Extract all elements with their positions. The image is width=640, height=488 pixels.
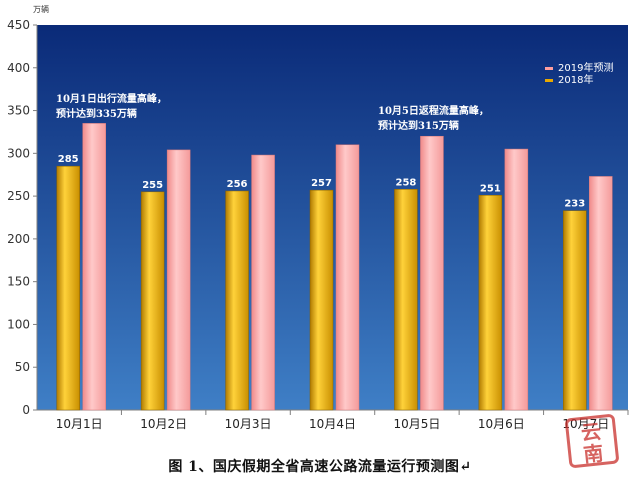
- bars: 285 255 256 257 258 251 233: [56, 123, 613, 411]
- annotations: 10月1日出行流量高峰， 预计达到335万辆 10月5日返程流量高峰， 预计达到315…: [56, 92, 489, 132]
- data-label-2018: 233: [564, 199, 585, 210]
- y-tick-label: 400: [7, 61, 30, 75]
- legend-swatch: [545, 79, 553, 82]
- y-tick-label: 150: [7, 275, 30, 289]
- bar-2018: [56, 165, 80, 411]
- data-label-2018: 258: [395, 177, 416, 188]
- x-tick-label: 10月3日: [225, 417, 272, 431]
- bar-2019-forecast: [589, 176, 613, 411]
- data-label-2018: 257: [311, 178, 332, 189]
- y-tick-label: 100: [7, 317, 30, 331]
- logo-stamp: 云 南: [564, 413, 620, 469]
- data-label-2018: 256: [227, 179, 248, 190]
- bar-2019-forecast: [504, 148, 529, 411]
- annotation-line: 预计达到315万辆: [378, 119, 459, 132]
- annotation-line: 预计达到335万辆: [56, 107, 137, 120]
- y-tick-label: 300: [7, 146, 30, 160]
- annotation-line: 10月5日返程流量高峰，: [378, 104, 489, 117]
- legend-swatch: [545, 67, 553, 70]
- legend-label: 2018年: [558, 73, 593, 86]
- y-axis-unit: 万辆: [33, 4, 49, 14]
- bar-2018: [563, 210, 587, 411]
- bar-2018: [309, 189, 334, 411]
- bar-2018: [394, 189, 418, 411]
- figure-caption: 图 1、国庆假期全省高速公路流量运行预测图↵: [168, 459, 472, 475]
- bar-2018: [478, 195, 503, 411]
- x-tick-label: 10月6日: [478, 417, 525, 431]
- bar-2019-forecast: [251, 154, 275, 411]
- data-label-2018: 255: [142, 180, 163, 191]
- bar-2019-forecast: [82, 123, 106, 411]
- x-tick-label: 10月1日: [56, 417, 103, 431]
- annotation-line: 10月1日出行流量高峰，: [56, 92, 167, 105]
- y-tick-label: 0: [22, 403, 30, 417]
- x-tick-label: 10月7日: [562, 417, 609, 431]
- bar-2019-forecast: [335, 144, 360, 411]
- y-tick-label: 350: [7, 104, 30, 118]
- x-tick-label: 10月4日: [309, 417, 356, 431]
- data-label-2018: 285: [58, 154, 79, 165]
- y-tick-label: 450: [7, 18, 30, 32]
- y-tick-label: 200: [7, 232, 30, 246]
- y-tick-label: 50: [15, 360, 30, 374]
- bar-2018: [225, 190, 249, 411]
- bar-2019-forecast: [166, 149, 191, 411]
- bar-2019-forecast: [420, 135, 444, 411]
- legend-label: 2019年预测: [558, 61, 613, 74]
- x-axis: 10月1日 10月2日 10月3日 10月4日 10月5日 10月6日 10月7日: [37, 409, 629, 431]
- bar-2018: [140, 191, 165, 411]
- x-tick-label: 10月5日: [393, 417, 440, 431]
- stamp-char-2: 南: [582, 440, 605, 467]
- y-tick-label: 250: [7, 189, 30, 203]
- data-label-2018: 251: [480, 183, 501, 194]
- x-tick-label: 10月2日: [140, 417, 187, 431]
